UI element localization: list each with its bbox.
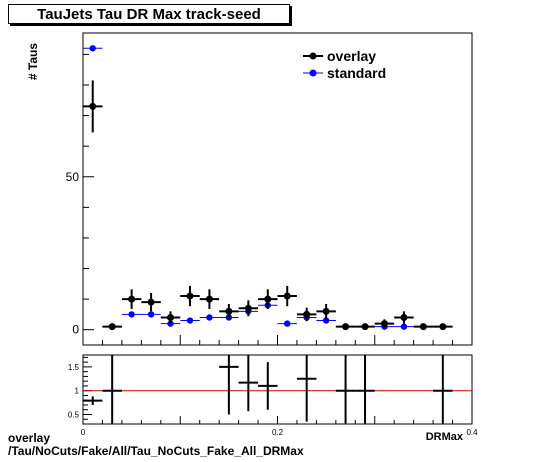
ratio-x-tick-label: 0.4: [466, 428, 478, 437]
legend-label-standard: standard: [327, 65, 386, 81]
overlay-point: [439, 323, 447, 331]
overlay-point: [225, 307, 233, 315]
footer: overlay /Tau/NoCuts/Fake/All/Tau_NoCuts_…: [8, 432, 304, 458]
y-axis-label: # Taus: [26, 43, 40, 80]
overlay-point: [400, 313, 408, 321]
legend-marker: [309, 69, 317, 77]
y-tick-label: 50: [66, 170, 80, 184]
overlay-point: [128, 295, 136, 303]
standard-point: [186, 317, 194, 324]
standard-point: [206, 314, 213, 321]
overlay-point: [322, 307, 330, 315]
overlay-point: [147, 298, 155, 306]
overlay-point: [342, 323, 350, 331]
overlay-point: [283, 292, 291, 300]
ratio-x-tick-label: 0.2: [272, 428, 284, 437]
footer-line-2: /Tau/NoCuts/Fake/All/Tau_NoCuts_Fake_All…: [8, 444, 304, 458]
standard-point: [322, 317, 330, 324]
ratio-x-tick-label: 0: [81, 428, 86, 437]
chart-title: TauJets Tau DR Max track-seed: [37, 6, 261, 23]
legend-marker: [309, 52, 317, 60]
overlay-point: [303, 310, 311, 318]
overlay-point: [419, 323, 427, 331]
overlay-point: [108, 323, 116, 331]
legend-label-overlay: overlay: [327, 48, 376, 64]
overlay-point: [380, 320, 388, 328]
title-box: TauJets Tau DR Max track-seed: [8, 4, 290, 24]
x-axis-label: DRMax: [426, 431, 464, 443]
standard-point: [89, 45, 96, 52]
standard-point: [147, 311, 155, 318]
standard-point: [284, 320, 291, 327]
overlay-point: [205, 295, 213, 303]
overlay-point: [89, 102, 97, 110]
ratio-y-tick-label: 0.5: [68, 410, 80, 419]
overlay-point: [167, 313, 175, 321]
overlay-point: [186, 292, 194, 300]
y-tick-label: 0: [72, 323, 79, 337]
ratio-y-tick-label: 1: [75, 387, 80, 396]
ratio-plot-frame: [82, 354, 473, 425]
footer-line-1: overlay: [8, 431, 51, 445]
overlay-point: [264, 295, 272, 303]
standard-point: [128, 311, 135, 318]
standard-point: [400, 323, 408, 330]
overlay-point: [244, 304, 252, 312]
overlay-point: [361, 323, 369, 331]
ratio-y-tick-label: 1.5: [68, 363, 80, 372]
